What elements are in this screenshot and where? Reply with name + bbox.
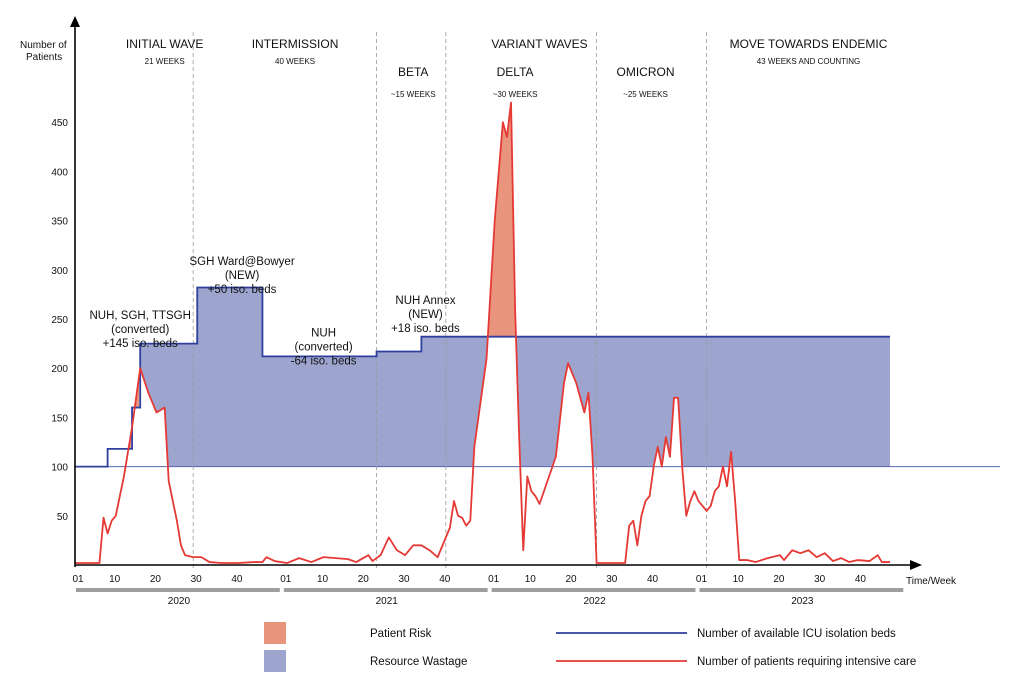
phase-title: VARIANT WAVES (491, 37, 587, 51)
x-tick-label: 10 (733, 574, 745, 585)
x-tick-label: 30 (398, 574, 410, 585)
phase-duration: 21 WEEKS (145, 57, 185, 66)
y-tick-label: 150 (51, 413, 68, 424)
legend-patients-label: Number of patients requiring intensive c… (697, 656, 916, 668)
x-tick-label: 40 (231, 574, 243, 585)
x-tick-label: 10 (109, 574, 121, 585)
year-bar (699, 588, 903, 592)
x-tick-label: 40 (855, 574, 867, 585)
capacity-annotation: SGH Ward@Bowyer (189, 256, 294, 268)
phase-title: BETA (398, 65, 428, 79)
x-tick-label: 01 (488, 574, 500, 585)
y-tick-label: 250 (51, 315, 68, 326)
phase-duration: 43 WEEKS AND COUNTING (757, 57, 861, 66)
capacity-annotation: (NEW) (408, 309, 443, 321)
year-label: 2021 (376, 596, 399, 607)
year-label: 2022 (583, 596, 606, 607)
capacity-annotation: (NEW) (225, 270, 260, 282)
y-tick-label: 200 (51, 364, 68, 375)
y-tick-label: 100 (51, 463, 68, 474)
x-tick-label: 20 (566, 574, 578, 585)
x-axis-arrow (910, 560, 922, 570)
x-tick-label: 01 (280, 574, 292, 585)
capacity-annotation: +50 iso. beds (208, 284, 277, 296)
x-tick-label: 30 (191, 574, 203, 585)
capacity-annotation: NUH, SGH, TTSGH (90, 310, 191, 322)
y-tick-label: 350 (51, 217, 68, 228)
capacity-annotation: NUH (311, 328, 336, 340)
x-tick-label: 30 (606, 574, 618, 585)
phase-duration: 40 WEEKS (275, 57, 315, 66)
y-axis-title-line2: Patients (26, 52, 62, 63)
phase-duration: ~30 WEEKS (493, 90, 538, 99)
x-tick-label: 40 (439, 574, 451, 585)
year-bar (76, 588, 280, 592)
phase-duration: ~15 WEEKS (391, 90, 436, 99)
x-tick-label: 01 (72, 574, 84, 585)
phase-title: DELTA (497, 65, 534, 79)
x-tick-label: 20 (150, 574, 162, 585)
legend-resource-wastage-label: Resource Wastage (370, 656, 467, 668)
phase-duration: ~25 WEEKS (623, 90, 668, 99)
year-label: 2023 (791, 596, 814, 607)
y-axis-title: Number of (20, 40, 67, 51)
year-bar (492, 588, 696, 592)
x-tick-label: 20 (773, 574, 785, 585)
capacity-annotation: +145 iso. beds (103, 338, 178, 350)
legend-beds-label: Number of available ICU isolation beds (697, 628, 896, 640)
capacity-annotation: (converted) (111, 324, 169, 336)
phase-title: INITIAL WAVE (126, 37, 204, 51)
x-tick-label: 30 (814, 574, 826, 585)
legend-resource-wastage-swatch (264, 650, 286, 672)
x-tick-label: 10 (317, 574, 329, 585)
y-tick-label: 300 (51, 266, 68, 277)
capacity-annotation: (converted) (294, 342, 352, 354)
y-tick-label: 450 (51, 118, 68, 129)
capacity-annotation: NUH Annex (395, 295, 455, 307)
x-tick-label: 20 (358, 574, 370, 585)
y-tick-label: 50 (57, 512, 69, 523)
legend-patient-risk-label: Patient Risk (370, 628, 432, 640)
capacity-annotation: +18 iso. beds (391, 323, 460, 335)
x-tick-label: 10 (525, 574, 537, 585)
x-tick-label: 01 (696, 574, 708, 585)
phase-title: INTERMISSION (252, 37, 339, 51)
x-axis-title: Time/Week (906, 576, 957, 587)
phase-title: MOVE TOWARDS ENDEMIC (730, 37, 888, 51)
year-label: 2020 (168, 596, 191, 607)
y-axis-arrow (70, 16, 80, 27)
x-tick-label: 40 (647, 574, 659, 585)
legend-patient-risk-swatch (264, 622, 286, 644)
capacity-annotation: -64 iso. beds (291, 356, 357, 368)
year-bar (284, 588, 488, 592)
y-tick-label: 400 (51, 167, 68, 178)
phase-title: OMICRON (617, 65, 675, 79)
